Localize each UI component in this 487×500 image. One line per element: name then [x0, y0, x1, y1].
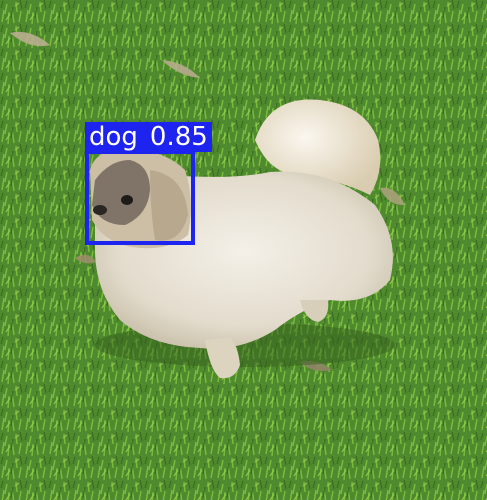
- detection-score: 0.85: [149, 122, 208, 152]
- dog-body: [90, 99, 393, 379]
- detection-label: dog 0.85: [85, 122, 212, 152]
- bounding-box: [85, 150, 195, 245]
- detection-class: dog: [89, 122, 138, 152]
